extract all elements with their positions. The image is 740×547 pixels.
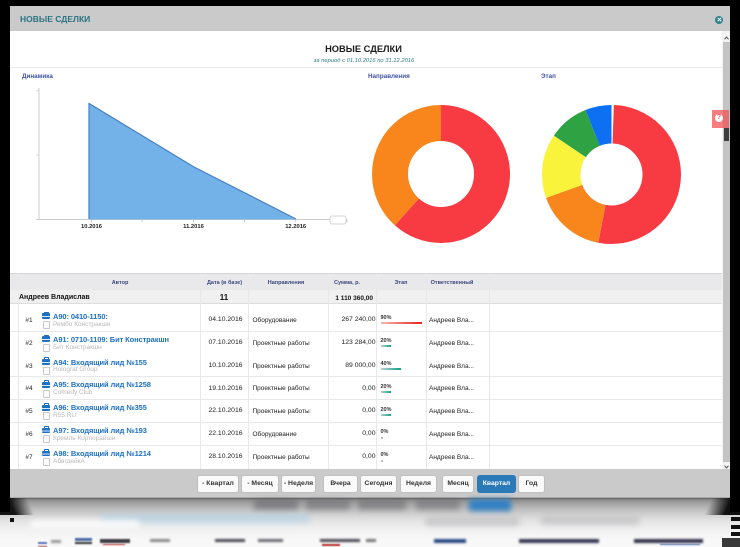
- svg-text:10.2016: 10.2016: [81, 224, 103, 230]
- svg-text:11.2016: 11.2016: [183, 224, 204, 230]
- svg-text:12.2016: 12.2016: [285, 224, 307, 230]
